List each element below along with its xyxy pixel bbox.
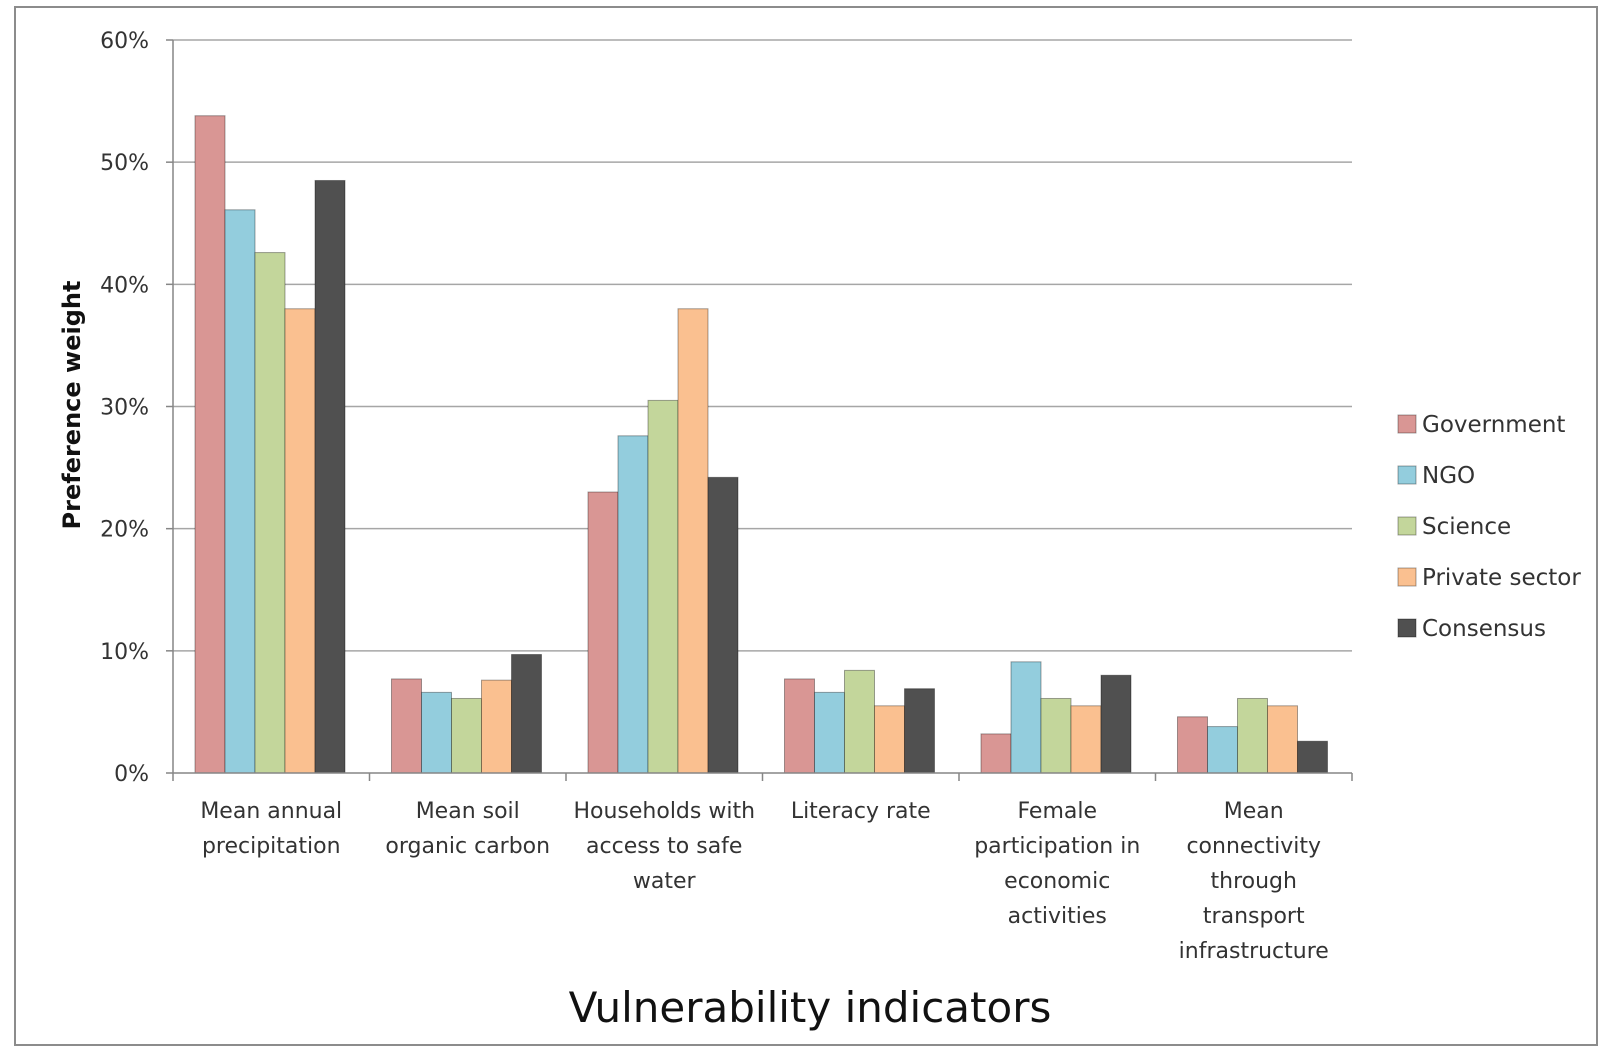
bar-private-sector xyxy=(284,308,316,774)
legend-label: Consensus xyxy=(1422,616,1546,642)
legend: Government NGO Science Private sector Consen… xyxy=(1397,412,1581,642)
bar-science xyxy=(647,399,679,774)
legend-swatch xyxy=(1397,618,1417,638)
x-category-label: Literacy rate xyxy=(791,799,931,824)
bar-consensus xyxy=(1100,674,1132,774)
bar-consensus xyxy=(904,688,935,774)
bar-ngo xyxy=(1207,726,1238,774)
x-category-label: participation in xyxy=(974,834,1140,859)
bar-consensus xyxy=(511,653,542,774)
bar-private-sector xyxy=(677,308,709,774)
x-category-label: infrastructure xyxy=(1179,939,1329,964)
x-category-label: water xyxy=(633,869,697,894)
y-tick-label: 50% xyxy=(100,151,149,176)
x-category-label: economic xyxy=(1004,869,1110,894)
x-axis-label: Vulnerability indicators xyxy=(569,983,1052,1032)
legend-label: Private sector xyxy=(1422,565,1581,591)
x-category-label: access to safe xyxy=(586,834,742,859)
bar-consensus xyxy=(1297,740,1328,774)
x-category-label: precipitation xyxy=(202,834,341,859)
bar-private-sector xyxy=(1070,705,1102,774)
bar-science xyxy=(1040,697,1072,774)
x-category-label: Households with xyxy=(573,799,755,824)
legend-swatch xyxy=(1397,465,1417,485)
x-category-label: Mean annual xyxy=(200,799,342,824)
bar-ngo xyxy=(224,209,256,774)
x-category-label: activities xyxy=(1008,904,1107,929)
bar-government xyxy=(784,678,815,774)
bar-government xyxy=(587,491,619,774)
y-tick-label: 10% xyxy=(100,640,149,665)
bar-science xyxy=(844,669,875,774)
x-category-label: organic carbon xyxy=(385,834,550,859)
bar-consensus xyxy=(707,476,739,774)
bar-private-sector xyxy=(874,705,905,774)
legend-swatch xyxy=(1397,567,1417,587)
bar-science xyxy=(254,252,286,774)
x-category-label: through xyxy=(1211,869,1297,894)
legend-label: NGO xyxy=(1422,463,1475,489)
bar-ngo xyxy=(617,435,649,774)
bar-government xyxy=(194,115,226,774)
bar-consensus xyxy=(314,179,346,774)
bar-government xyxy=(1177,716,1208,774)
legend-swatch xyxy=(1397,516,1417,536)
x-category-label: transport xyxy=(1203,904,1305,929)
bar-science xyxy=(451,697,482,774)
legend-swatch xyxy=(1397,414,1417,434)
bar-ngo xyxy=(421,691,452,774)
bar-government xyxy=(980,733,1012,774)
gridlines xyxy=(173,39,1352,652)
x-category-label: Mean soil xyxy=(416,799,520,824)
y-tick-label: 30% xyxy=(100,396,149,421)
x-category-label: Mean xyxy=(1224,799,1284,824)
x-axis-categories: Mean annual precipitation Mean soil organic… xyxy=(172,773,1353,964)
bar-government xyxy=(391,678,422,774)
bar-science xyxy=(1237,697,1268,774)
x-category-label: Female xyxy=(1017,799,1097,824)
bar-ngo xyxy=(814,691,845,774)
y-tick-label: 40% xyxy=(100,273,149,298)
bar-private-sector xyxy=(481,679,512,774)
x-category-label: connectivity xyxy=(1186,834,1321,859)
y-axis-label: Preference weight xyxy=(58,281,86,530)
legend-label: Government xyxy=(1422,412,1565,438)
bars xyxy=(194,115,1328,774)
y-tick-label: 20% xyxy=(100,518,149,543)
y-axis-ticks: 0% 10% 20% 30% 40% 50% 60% xyxy=(100,29,173,787)
y-tick-label: 0% xyxy=(114,762,149,787)
legend-label: Science xyxy=(1422,514,1511,540)
bar-ngo xyxy=(1010,661,1042,774)
y-tick-label: 60% xyxy=(100,29,149,54)
bar-private-sector xyxy=(1267,705,1298,774)
